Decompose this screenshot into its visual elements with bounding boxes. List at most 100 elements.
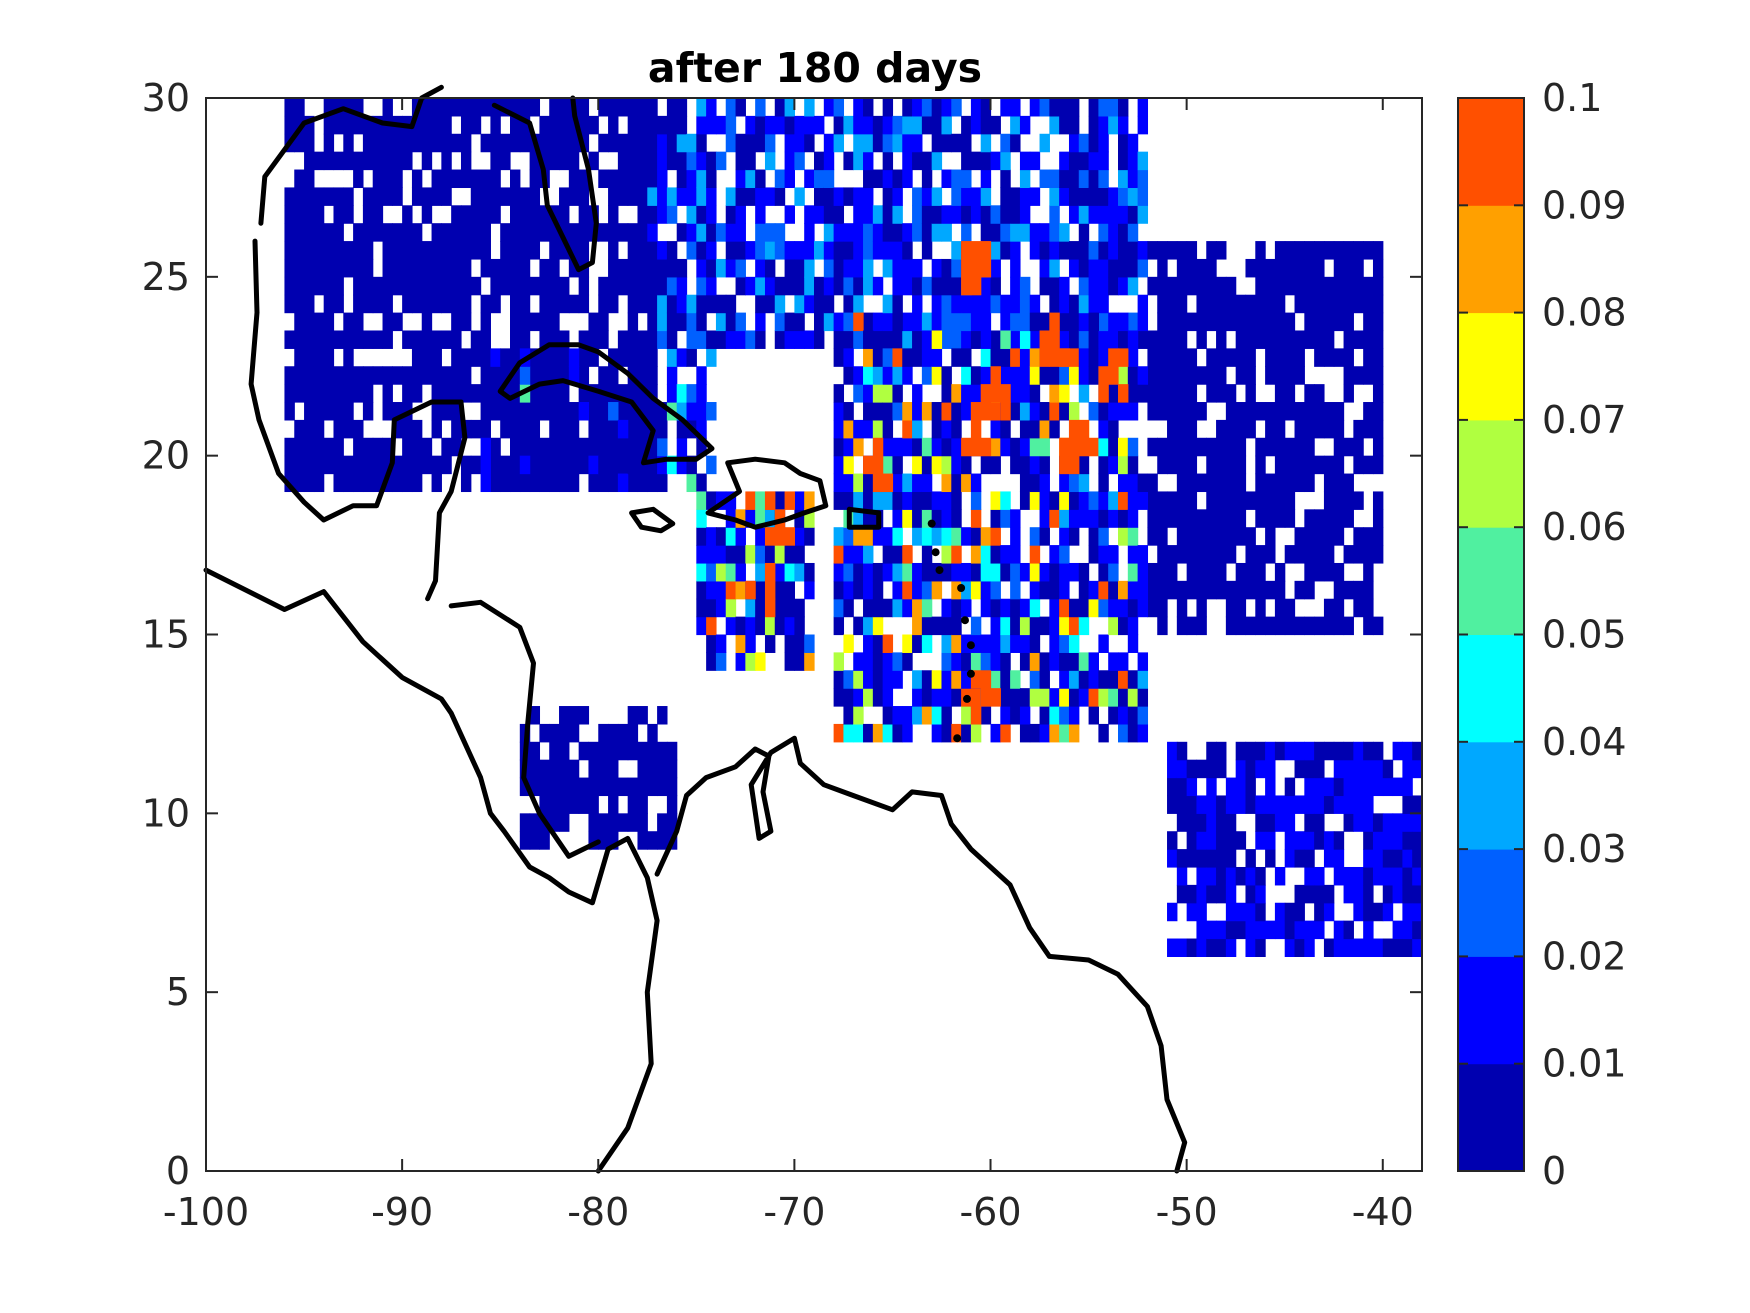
heatmap-cell [294,366,305,385]
heatmap-cell [343,151,354,171]
heatmap-cell [1029,294,1041,314]
heatmap-cell [323,455,335,475]
heatmap-cell [1019,151,1031,171]
heatmap-cell [725,491,737,510]
heatmap-cell [872,241,884,260]
heatmap-cell [637,241,648,260]
heatmap-cell [1078,598,1090,618]
heatmap-cell [1284,491,1296,510]
heatmap-cell [500,455,511,475]
heatmap-cell [1108,312,1119,332]
heatmap-cell [696,276,707,296]
heatmap-cell [1274,562,1286,582]
heatmap-cell [863,330,874,349]
heatmap-cell [1000,616,1011,636]
heatmap-cell [1176,437,1188,457]
heatmap-cell [745,616,756,636]
heatmap-cell [578,455,590,475]
heatmap-cell [617,258,629,278]
heatmap-cell [912,115,923,135]
heatmap-cell [755,330,766,349]
heatmap-cell [676,151,688,171]
heatmap-cell [1265,831,1276,850]
heatmap-cell [1196,580,1207,600]
heatmap-cell [549,759,560,779]
heatmap-cell [931,723,943,743]
heatmap-cell [411,187,423,206]
heatmap-cell [617,330,629,349]
heatmap-cell [902,473,913,493]
heatmap-cell [588,741,599,761]
heatmap-cell [882,402,894,421]
heatmap-cell [1176,384,1188,403]
heatmap-cell [313,402,325,421]
heatmap-cell [1039,419,1050,439]
heatmap-cell [784,598,795,618]
heatmap-cell [1245,616,1256,636]
y-tick-label: 10 [142,791,190,835]
heatmap-cell [470,348,482,367]
island-dot [935,566,944,575]
heatmap-cell [451,98,462,117]
heatmap-cell [1068,473,1080,493]
heatmap-cell [1127,634,1139,653]
heatmap-cell [294,241,305,260]
heatmap-cell [500,402,511,421]
heatmap-cell [1049,706,1060,725]
heatmap-cell [961,187,972,206]
heatmap-cell [519,312,531,332]
heatmap-cell [627,384,639,403]
heatmap-cell [1343,741,1354,761]
heatmap-cell [1216,527,1227,546]
heatmap-cell [1059,276,1070,296]
heatmap-cell [657,437,668,457]
heatmap-cell [902,634,913,653]
heatmap-cell [941,205,952,224]
heatmap-cell [961,133,972,153]
heatmap-cell [539,205,550,224]
heatmap-cell [1088,187,1099,206]
heatmap-cell [1216,920,1227,940]
heatmap-cell [725,562,737,582]
heatmap-cell [1137,580,1149,600]
heatmap-cell [1137,241,1149,260]
heatmap-cell [647,402,658,421]
heatmap-cell [1176,616,1188,636]
heatmap-cell [382,473,393,493]
heatmap-cell [510,294,521,314]
heatmap-cell [1274,616,1286,636]
heatmap-cell [284,366,295,385]
heatmap-cell [500,223,511,242]
heatmap-cell [1088,169,1099,189]
heatmap-cell [1216,831,1227,850]
heatmap-cell [1323,545,1335,564]
colorbar-segment [1458,1063,1524,1172]
heatmap-cell [1068,205,1080,224]
heatmap-cell [480,258,491,278]
heatmap-cell [1137,598,1149,618]
heatmap-cell [745,241,756,260]
heatmap-cell [1068,258,1080,278]
heatmap-cell [353,419,364,439]
heatmap-cell [568,402,580,421]
heatmap-cell [392,419,403,439]
heatmap-cell [627,795,639,814]
heatmap-cell [921,491,933,510]
heatmap-cell [794,545,805,564]
heatmap-cell [1186,241,1198,260]
heatmap-cell [519,473,531,493]
heatmap-cell [460,223,472,242]
heatmap-cell [1255,473,1266,493]
heatmap-cell [1088,133,1099,153]
heatmap-cell [1019,706,1031,725]
heatmap-cell [529,223,541,242]
heatmap-cell [833,652,845,671]
heatmap-cell [333,384,344,403]
heatmap-cell [931,580,943,600]
heatmap-cell [980,706,992,725]
heatmap-cell [1088,276,1099,296]
heatmap-cell [1019,223,1031,242]
heatmap-cell [1392,777,1403,797]
heatmap-cell [627,241,639,260]
heatmap-cell [519,437,531,457]
